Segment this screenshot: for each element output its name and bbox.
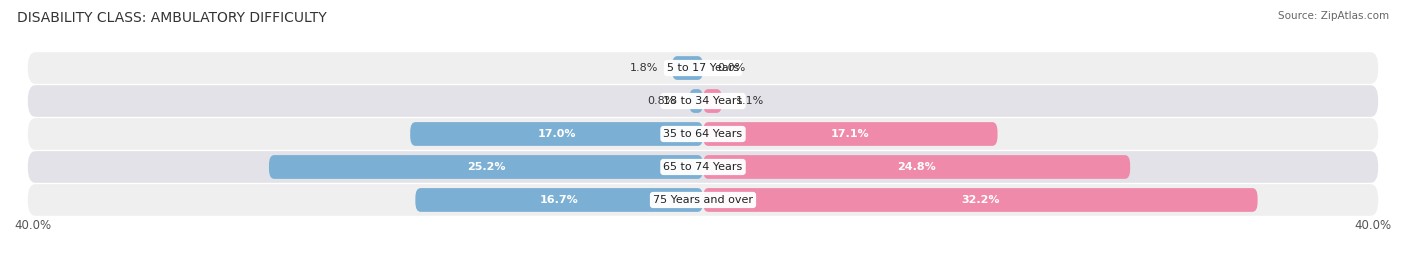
FancyBboxPatch shape: [672, 56, 703, 80]
Text: 18 to 34 Years: 18 to 34 Years: [664, 96, 742, 106]
Text: 0.8%: 0.8%: [647, 96, 675, 106]
Text: 16.7%: 16.7%: [540, 195, 578, 205]
Text: 65 to 74 Years: 65 to 74 Years: [664, 162, 742, 172]
FancyBboxPatch shape: [415, 188, 703, 212]
FancyBboxPatch shape: [689, 89, 703, 113]
Text: 40.0%: 40.0%: [1355, 219, 1392, 232]
FancyBboxPatch shape: [269, 155, 703, 179]
Text: 40.0%: 40.0%: [14, 219, 51, 232]
FancyBboxPatch shape: [28, 85, 1378, 117]
Text: 24.8%: 24.8%: [897, 162, 936, 172]
Text: 32.2%: 32.2%: [962, 195, 1000, 205]
Text: 1.1%: 1.1%: [735, 96, 763, 106]
Text: 1.8%: 1.8%: [630, 63, 658, 73]
FancyBboxPatch shape: [703, 122, 997, 146]
Text: Source: ZipAtlas.com: Source: ZipAtlas.com: [1278, 11, 1389, 21]
FancyBboxPatch shape: [703, 155, 1130, 179]
Text: 17.0%: 17.0%: [537, 129, 576, 139]
Text: 5 to 17 Years: 5 to 17 Years: [666, 63, 740, 73]
Text: 0.0%: 0.0%: [717, 63, 745, 73]
FancyBboxPatch shape: [703, 188, 1257, 212]
FancyBboxPatch shape: [703, 89, 721, 113]
FancyBboxPatch shape: [28, 52, 1378, 84]
FancyBboxPatch shape: [411, 122, 703, 146]
FancyBboxPatch shape: [28, 118, 1378, 150]
Text: 75 Years and over: 75 Years and over: [652, 195, 754, 205]
FancyBboxPatch shape: [28, 151, 1378, 183]
Text: 17.1%: 17.1%: [831, 129, 869, 139]
Text: 35 to 64 Years: 35 to 64 Years: [664, 129, 742, 139]
FancyBboxPatch shape: [28, 184, 1378, 216]
Text: 25.2%: 25.2%: [467, 162, 505, 172]
Text: DISABILITY CLASS: AMBULATORY DIFFICULTY: DISABILITY CLASS: AMBULATORY DIFFICULTY: [17, 11, 326, 25]
